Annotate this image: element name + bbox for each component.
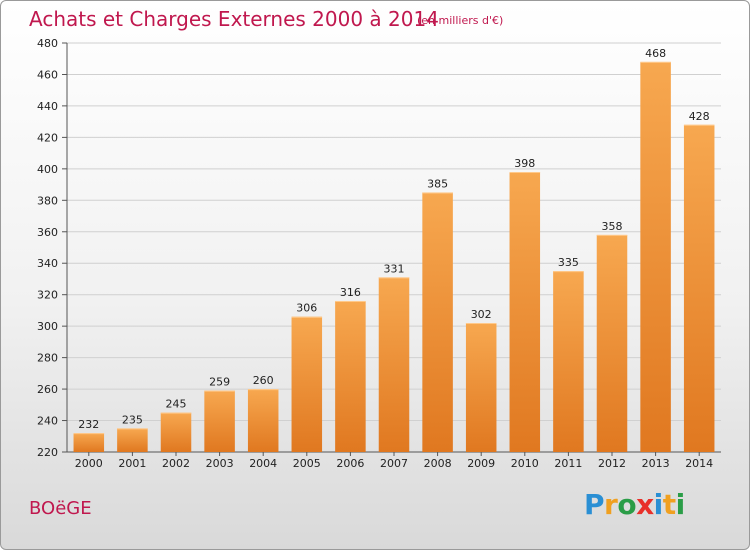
y-tick-label: 280 bbox=[37, 352, 58, 365]
x-tick-label-2009: 2009 bbox=[467, 457, 495, 470]
place-name: BOëGE bbox=[29, 498, 92, 519]
logo-letter: t bbox=[662, 488, 676, 521]
y-tick-label: 220 bbox=[37, 446, 58, 459]
value-label-2014: 428 bbox=[689, 110, 710, 123]
value-label-2013: 468 bbox=[645, 47, 666, 60]
value-label-2004: 260 bbox=[253, 374, 274, 387]
logo-letter: i bbox=[675, 488, 686, 521]
bar-2011 bbox=[553, 271, 584, 452]
x-tick-label-2004: 2004 bbox=[249, 457, 277, 470]
value-label-2007: 331 bbox=[384, 262, 405, 275]
value-label-2009: 302 bbox=[471, 308, 492, 321]
bar-2001 bbox=[117, 428, 148, 452]
bar-2002 bbox=[160, 412, 192, 452]
y-tick-label: 400 bbox=[37, 163, 58, 176]
y-tick-label: 340 bbox=[37, 257, 58, 270]
value-label-2012: 358 bbox=[602, 220, 623, 233]
y-tick-label: 300 bbox=[37, 320, 58, 333]
bar-2000 bbox=[73, 433, 105, 452]
x-tick-label-2005: 2005 bbox=[293, 457, 321, 470]
value-label-2003: 259 bbox=[209, 376, 230, 389]
value-label-2002: 245 bbox=[166, 398, 187, 411]
x-tick-label-2010: 2010 bbox=[511, 457, 539, 470]
y-tick-label: 360 bbox=[37, 226, 58, 239]
x-tick-label-2001: 2001 bbox=[118, 457, 146, 470]
value-label-2011: 335 bbox=[558, 256, 579, 269]
x-tick-label-2011: 2011 bbox=[554, 457, 582, 470]
value-label-2008: 385 bbox=[427, 177, 448, 190]
logo-letter: r bbox=[604, 488, 618, 521]
x-tick-label-2014: 2014 bbox=[685, 457, 713, 470]
y-tick-label: 240 bbox=[37, 415, 58, 428]
logo-letter: i bbox=[653, 488, 664, 521]
value-label-2005: 306 bbox=[296, 302, 317, 315]
bar-2006 bbox=[335, 300, 366, 452]
bar-2014 bbox=[683, 124, 715, 453]
x-tick-label-2008: 2008 bbox=[424, 457, 452, 470]
chart-subtitle: (en milliers d'€) bbox=[417, 14, 504, 27]
bar-2003 bbox=[204, 390, 235, 452]
value-label-2001: 235 bbox=[122, 413, 143, 426]
logo-letter: P bbox=[584, 488, 605, 521]
logo-letter: o bbox=[617, 488, 637, 521]
bars bbox=[73, 61, 715, 453]
bar-2012 bbox=[596, 234, 628, 452]
y-tick-label: 440 bbox=[37, 100, 58, 113]
x-tick-label-2000: 2000 bbox=[75, 457, 103, 470]
data-labels: 232 235 245 259 260 306 316 331 385 302 398 335 358 4… bbox=[78, 47, 709, 431]
y-tick-label: 460 bbox=[37, 68, 58, 81]
proxiti-logo: Proxiti bbox=[584, 488, 685, 521]
x-tick-label-2013: 2013 bbox=[642, 457, 670, 470]
x-tick-label-2012: 2012 bbox=[598, 457, 626, 470]
x-tick-label-2002: 2002 bbox=[162, 457, 190, 470]
bar-2008 bbox=[422, 192, 453, 452]
x-tick-label-2007: 2007 bbox=[380, 457, 408, 470]
x-tick-label-2006: 2006 bbox=[336, 457, 364, 470]
y-tick-label: 320 bbox=[37, 289, 58, 302]
y-tick-label: 260 bbox=[37, 383, 58, 396]
x-tick-label-2003: 2003 bbox=[206, 457, 234, 470]
value-label-2006: 316 bbox=[340, 286, 361, 299]
bar-2004 bbox=[247, 389, 279, 452]
bar-2005 bbox=[291, 316, 323, 452]
y-tick-label: 380 bbox=[37, 194, 58, 207]
bar-2009 bbox=[465, 323, 497, 452]
bar-2013 bbox=[640, 61, 671, 452]
logo-letter: x bbox=[636, 488, 654, 521]
value-label-2010: 398 bbox=[514, 157, 535, 170]
value-label-2000: 232 bbox=[78, 418, 99, 431]
bar-2007 bbox=[378, 277, 410, 452]
y-tick-label: 420 bbox=[37, 131, 58, 144]
bar-2010 bbox=[509, 171, 541, 452]
y-tick-label: 480 bbox=[37, 37, 58, 50]
chart-title: Achats et Charges Externes 2000 à 2014 bbox=[29, 7, 439, 31]
